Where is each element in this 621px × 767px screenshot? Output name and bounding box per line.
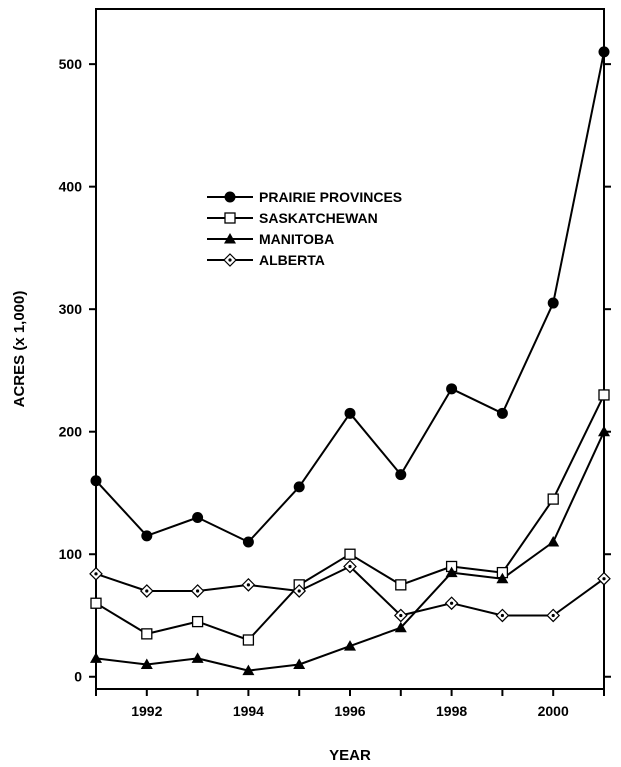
data-point — [190, 584, 205, 598]
data-point — [598, 425, 610, 437]
series-markers — [89, 46, 611, 676]
legend-label: PRAIRIE PROVINCES — [259, 189, 402, 205]
x-tick-label: 1992 — [131, 703, 162, 719]
y-tick-label: 100 — [59, 546, 83, 562]
data-point — [395, 579, 407, 591]
data-point — [141, 628, 153, 640]
legend-marker — [224, 233, 236, 244]
plot-frame — [95, 8, 605, 690]
series-line-1 — [95, 51, 605, 543]
data-point — [344, 407, 356, 419]
legend-marker — [224, 212, 236, 224]
data-point — [444, 596, 459, 611]
legend-item: MANITOBA — [207, 231, 334, 247]
series-line-4 — [95, 565, 605, 617]
legend-item: PRAIRIE PROVINCES — [207, 189, 402, 205]
data-point — [496, 407, 508, 419]
data-point — [140, 658, 153, 669]
y-tick-label: 500 — [59, 56, 83, 72]
data-point — [90, 475, 102, 487]
data-point — [547, 493, 559, 505]
series-line-2 — [95, 394, 605, 641]
legend: PRAIRIE PROVINCES SASKATCHEWAN MANITOBA ALB… — [207, 189, 402, 268]
data-point — [241, 578, 256, 592]
data-point — [293, 658, 306, 669]
y-tick-label: 0 — [74, 669, 82, 685]
data-point — [546, 608, 561, 623]
data-point — [242, 664, 255, 676]
axes: 0 100 200 300 400 500 1992 1994 1996 1998 2000 — [59, 8, 611, 719]
data-point — [292, 584, 307, 598]
y-tick-label: 300 — [59, 301, 83, 317]
y-tick-label: 400 — [59, 179, 83, 195]
data-point — [495, 608, 510, 623]
data-point — [597, 571, 611, 586]
data-point — [496, 572, 509, 584]
x-tick-label: 1994 — [233, 703, 264, 719]
y-tick-label: 200 — [59, 424, 83, 440]
data-point — [90, 597, 102, 609]
data-point — [344, 640, 356, 651]
y-axis-title: ACRES (x 1,000) — [11, 291, 28, 408]
data-point — [394, 621, 407, 633]
data-point — [547, 535, 560, 547]
data-point — [395, 469, 407, 481]
legend-label: SASKATCHEWAN — [259, 210, 378, 226]
series-lines — [95, 51, 605, 672]
data-point — [293, 481, 305, 493]
data-point — [445, 566, 458, 578]
data-point — [242, 536, 254, 548]
legend-marker — [224, 191, 236, 203]
data-point — [344, 548, 356, 560]
legend-item: SASKATCHEWAN — [207, 210, 378, 226]
legend-label: MANITOBA — [259, 231, 334, 247]
data-point — [141, 530, 153, 542]
data-point — [191, 615, 204, 628]
x-axis-title: YEAR — [329, 747, 371, 764]
data-point — [192, 511, 204, 523]
data-point — [343, 559, 357, 574]
legend-item: ALBERTA — [207, 252, 325, 268]
data-point — [89, 566, 103, 581]
legend-label: ALBERTA — [259, 252, 325, 268]
data-point — [598, 389, 610, 401]
data-point — [446, 383, 458, 395]
x-tick-label: 1996 — [334, 703, 365, 719]
x-tick-label: 1998 — [436, 703, 467, 719]
data-point — [139, 584, 154, 598]
data-point — [547, 297, 559, 309]
legend-marker — [223, 253, 237, 267]
data-point — [191, 652, 204, 663]
data-point — [393, 608, 408, 623]
data-point — [242, 634, 255, 646]
data-point — [598, 46, 610, 58]
x-tick-label: 2000 — [538, 703, 569, 719]
data-point — [90, 652, 102, 663]
